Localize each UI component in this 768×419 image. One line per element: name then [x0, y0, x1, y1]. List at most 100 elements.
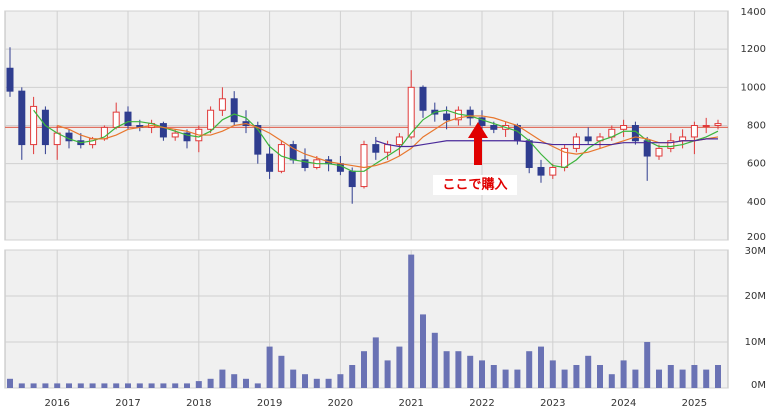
candle-body	[53, 132, 61, 146]
y-tick-label: 200	[747, 232, 766, 243]
volume-bar	[656, 369, 662, 388]
volume-bar	[266, 346, 273, 388]
x-tick-label: 2020	[328, 398, 353, 409]
candle-body	[230, 98, 238, 123]
volume-bar	[207, 378, 214, 388]
volume-bar	[455, 351, 462, 388]
volume-bar	[526, 351, 533, 388]
volume-bar	[89, 383, 96, 388]
candle-body	[124, 111, 132, 127]
y-tick-label: 1400	[741, 7, 766, 18]
volume-bar	[77, 383, 84, 388]
volume-bar	[372, 337, 379, 388]
volume-bar	[361, 351, 367, 388]
x-tick-label: 2017	[115, 398, 140, 409]
candle-body	[620, 125, 628, 130]
volume-bar	[18, 383, 25, 388]
volume-bar	[667, 365, 674, 388]
candle-body	[667, 140, 675, 149]
volume-bar	[502, 369, 509, 388]
volume-bar	[172, 383, 179, 388]
volume-bar	[561, 369, 568, 388]
volume-bar	[184, 383, 190, 388]
candle-body	[348, 170, 356, 188]
volume-bar	[479, 360, 485, 388]
candle-body	[572, 136, 580, 149]
volume-bar	[101, 383, 108, 388]
volume-bar	[573, 365, 580, 388]
volume-bar	[514, 369, 521, 388]
candle-body	[395, 136, 403, 146]
volume-bar	[349, 365, 356, 388]
volume-bar	[254, 383, 261, 388]
candle-body	[384, 144, 392, 153]
arrow	[468, 122, 488, 165]
x-tick-label: 2025	[682, 398, 707, 409]
y-tick-label: 0M	[751, 380, 766, 391]
candle-body	[112, 111, 120, 128]
volume-bar	[290, 369, 297, 388]
y-tick-label: 1200	[741, 44, 766, 55]
volume-bar	[337, 374, 344, 388]
candle-body	[183, 132, 191, 142]
candle-body	[407, 86, 415, 138]
volume-bar	[243, 378, 249, 388]
annotation-box	[433, 175, 517, 195]
x-tick-label: 2016	[44, 398, 69, 409]
volume-bar	[538, 346, 544, 388]
y-tick-label: 10M	[745, 337, 766, 348]
candle-body	[171, 132, 179, 138]
volume-bar	[620, 360, 627, 388]
candle-body	[655, 147, 663, 157]
candle-body	[466, 109, 474, 119]
volume-bar	[54, 383, 61, 388]
candle-body	[254, 125, 262, 155]
candle-body	[478, 117, 486, 127]
volume-bar	[597, 365, 603, 388]
candle-body	[159, 123, 167, 138]
moving-average	[33, 109, 719, 172]
candle-body	[277, 144, 285, 172]
volume-bar	[148, 383, 155, 388]
x-tick-label: 2018	[186, 398, 211, 409]
candle-body	[549, 166, 557, 176]
volume-bar	[679, 369, 686, 388]
moving-average	[57, 115, 719, 169]
volume-bar	[632, 369, 639, 388]
x-tick-label: 2023	[540, 398, 565, 409]
candle-body	[360, 144, 368, 188]
candle-body	[702, 125, 710, 127]
annotation: ここで購入	[442, 177, 507, 193]
x-tick-label: 2024	[611, 398, 636, 409]
volume-bar	[113, 383, 120, 388]
volume-bar	[313, 378, 320, 388]
candle-body	[714, 123, 722, 127]
y-tick-label: 400	[747, 197, 766, 208]
volume-bar	[195, 381, 202, 388]
volume-bar	[7, 378, 13, 388]
x-tick-label: 2021	[398, 398, 423, 409]
volume-bar	[278, 355, 285, 388]
candle-body	[301, 159, 309, 168]
candle-body	[372, 144, 380, 153]
y-tick-label: 1000	[741, 82, 766, 93]
volume-bar	[644, 342, 651, 388]
volume-bar	[396, 346, 403, 388]
volume-bar	[30, 383, 37, 388]
candle-body	[266, 153, 274, 172]
volume-bar	[66, 383, 72, 388]
volume-bar	[703, 369, 710, 388]
volume-bar	[384, 360, 391, 388]
volume-bar	[231, 374, 238, 388]
volume-bar	[608, 374, 615, 388]
y-tick-label: 30M	[745, 246, 766, 257]
candle-body	[690, 125, 698, 138]
candle-body	[419, 86, 427, 111]
moving-average	[375, 138, 718, 148]
volume-bar	[302, 374, 308, 388]
volume-bar	[420, 314, 426, 388]
volume-bar	[585, 355, 592, 388]
y-tick-label: 800	[747, 121, 766, 132]
volume-bar	[715, 365, 721, 388]
